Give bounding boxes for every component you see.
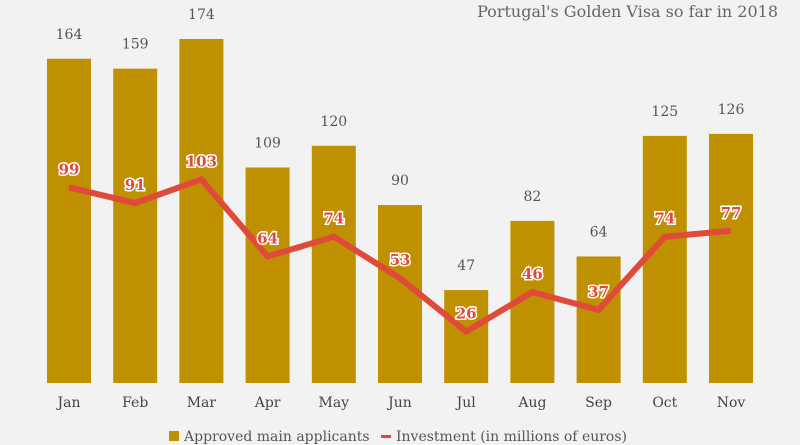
bar-label-jul: 47 (457, 258, 475, 274)
bar-label-feb: 159 (122, 37, 149, 53)
bar-label-apr: 109 (254, 136, 281, 152)
bar-may (311, 145, 356, 383)
bar-label-may: 120 (320, 114, 347, 130)
legend: Approved main applicants Investment (in … (169, 429, 627, 445)
line-label-jul: 26 (456, 305, 477, 323)
x-tick-jul: Jul (455, 395, 477, 411)
x-tick-apr: Apr (254, 395, 281, 411)
bar-oct (642, 135, 687, 383)
legend-label-line: Investment (in millions of euros) (396, 429, 627, 445)
x-tick-may: May (319, 395, 350, 411)
bar-label-jan: 164 (56, 27, 83, 43)
bar-jun (378, 205, 422, 383)
x-tick-mar: Mar (187, 395, 217, 411)
x-tick-jan: Jan (56, 395, 81, 411)
bar-sep (576, 256, 621, 383)
bar-jul (444, 290, 489, 383)
bar-nov (709, 133, 753, 383)
line-label-feb: 91 (125, 176, 146, 194)
bar-apr (245, 167, 290, 383)
legend-swatch-line (381, 435, 391, 438)
legend-swatch-bar (169, 431, 179, 441)
line-label-apr: 64 (257, 229, 278, 247)
bar-label-jun: 90 (391, 173, 409, 189)
x-tick-feb: Feb (122, 395, 148, 411)
x-tick-aug: Aug (517, 395, 546, 411)
bar-label-sep: 64 (590, 224, 608, 240)
line-label-nov: 77 (721, 204, 742, 222)
bar-label-nov: 126 (718, 102, 745, 118)
bar-label-oct: 125 (651, 104, 678, 120)
bar-label-aug: 82 (523, 189, 541, 205)
bar-feb (113, 68, 158, 384)
line-label-jun: 53 (390, 251, 411, 269)
line-label-aug: 46 (522, 265, 543, 283)
x-tick-jun: Jun (386, 395, 412, 411)
line-label-oct: 74 (654, 210, 675, 228)
bar-label-mar: 174 (188, 7, 215, 23)
bar-mar (179, 39, 224, 383)
line-label-jan: 99 (59, 160, 80, 178)
legend-label-bar: Approved main applicants (183, 429, 370, 445)
line-label-may: 74 (323, 210, 344, 228)
line-label-sep: 37 (588, 283, 609, 301)
x-tick-nov: Nov (717, 395, 746, 411)
chart-title: Portugal's Golden Visa so far in 2018 (477, 2, 778, 21)
x-tick-sep: Sep (585, 395, 612, 411)
bar-jan (47, 58, 91, 383)
line-label-mar: 103 (186, 152, 217, 170)
x-tick-oct: Oct (652, 395, 677, 411)
